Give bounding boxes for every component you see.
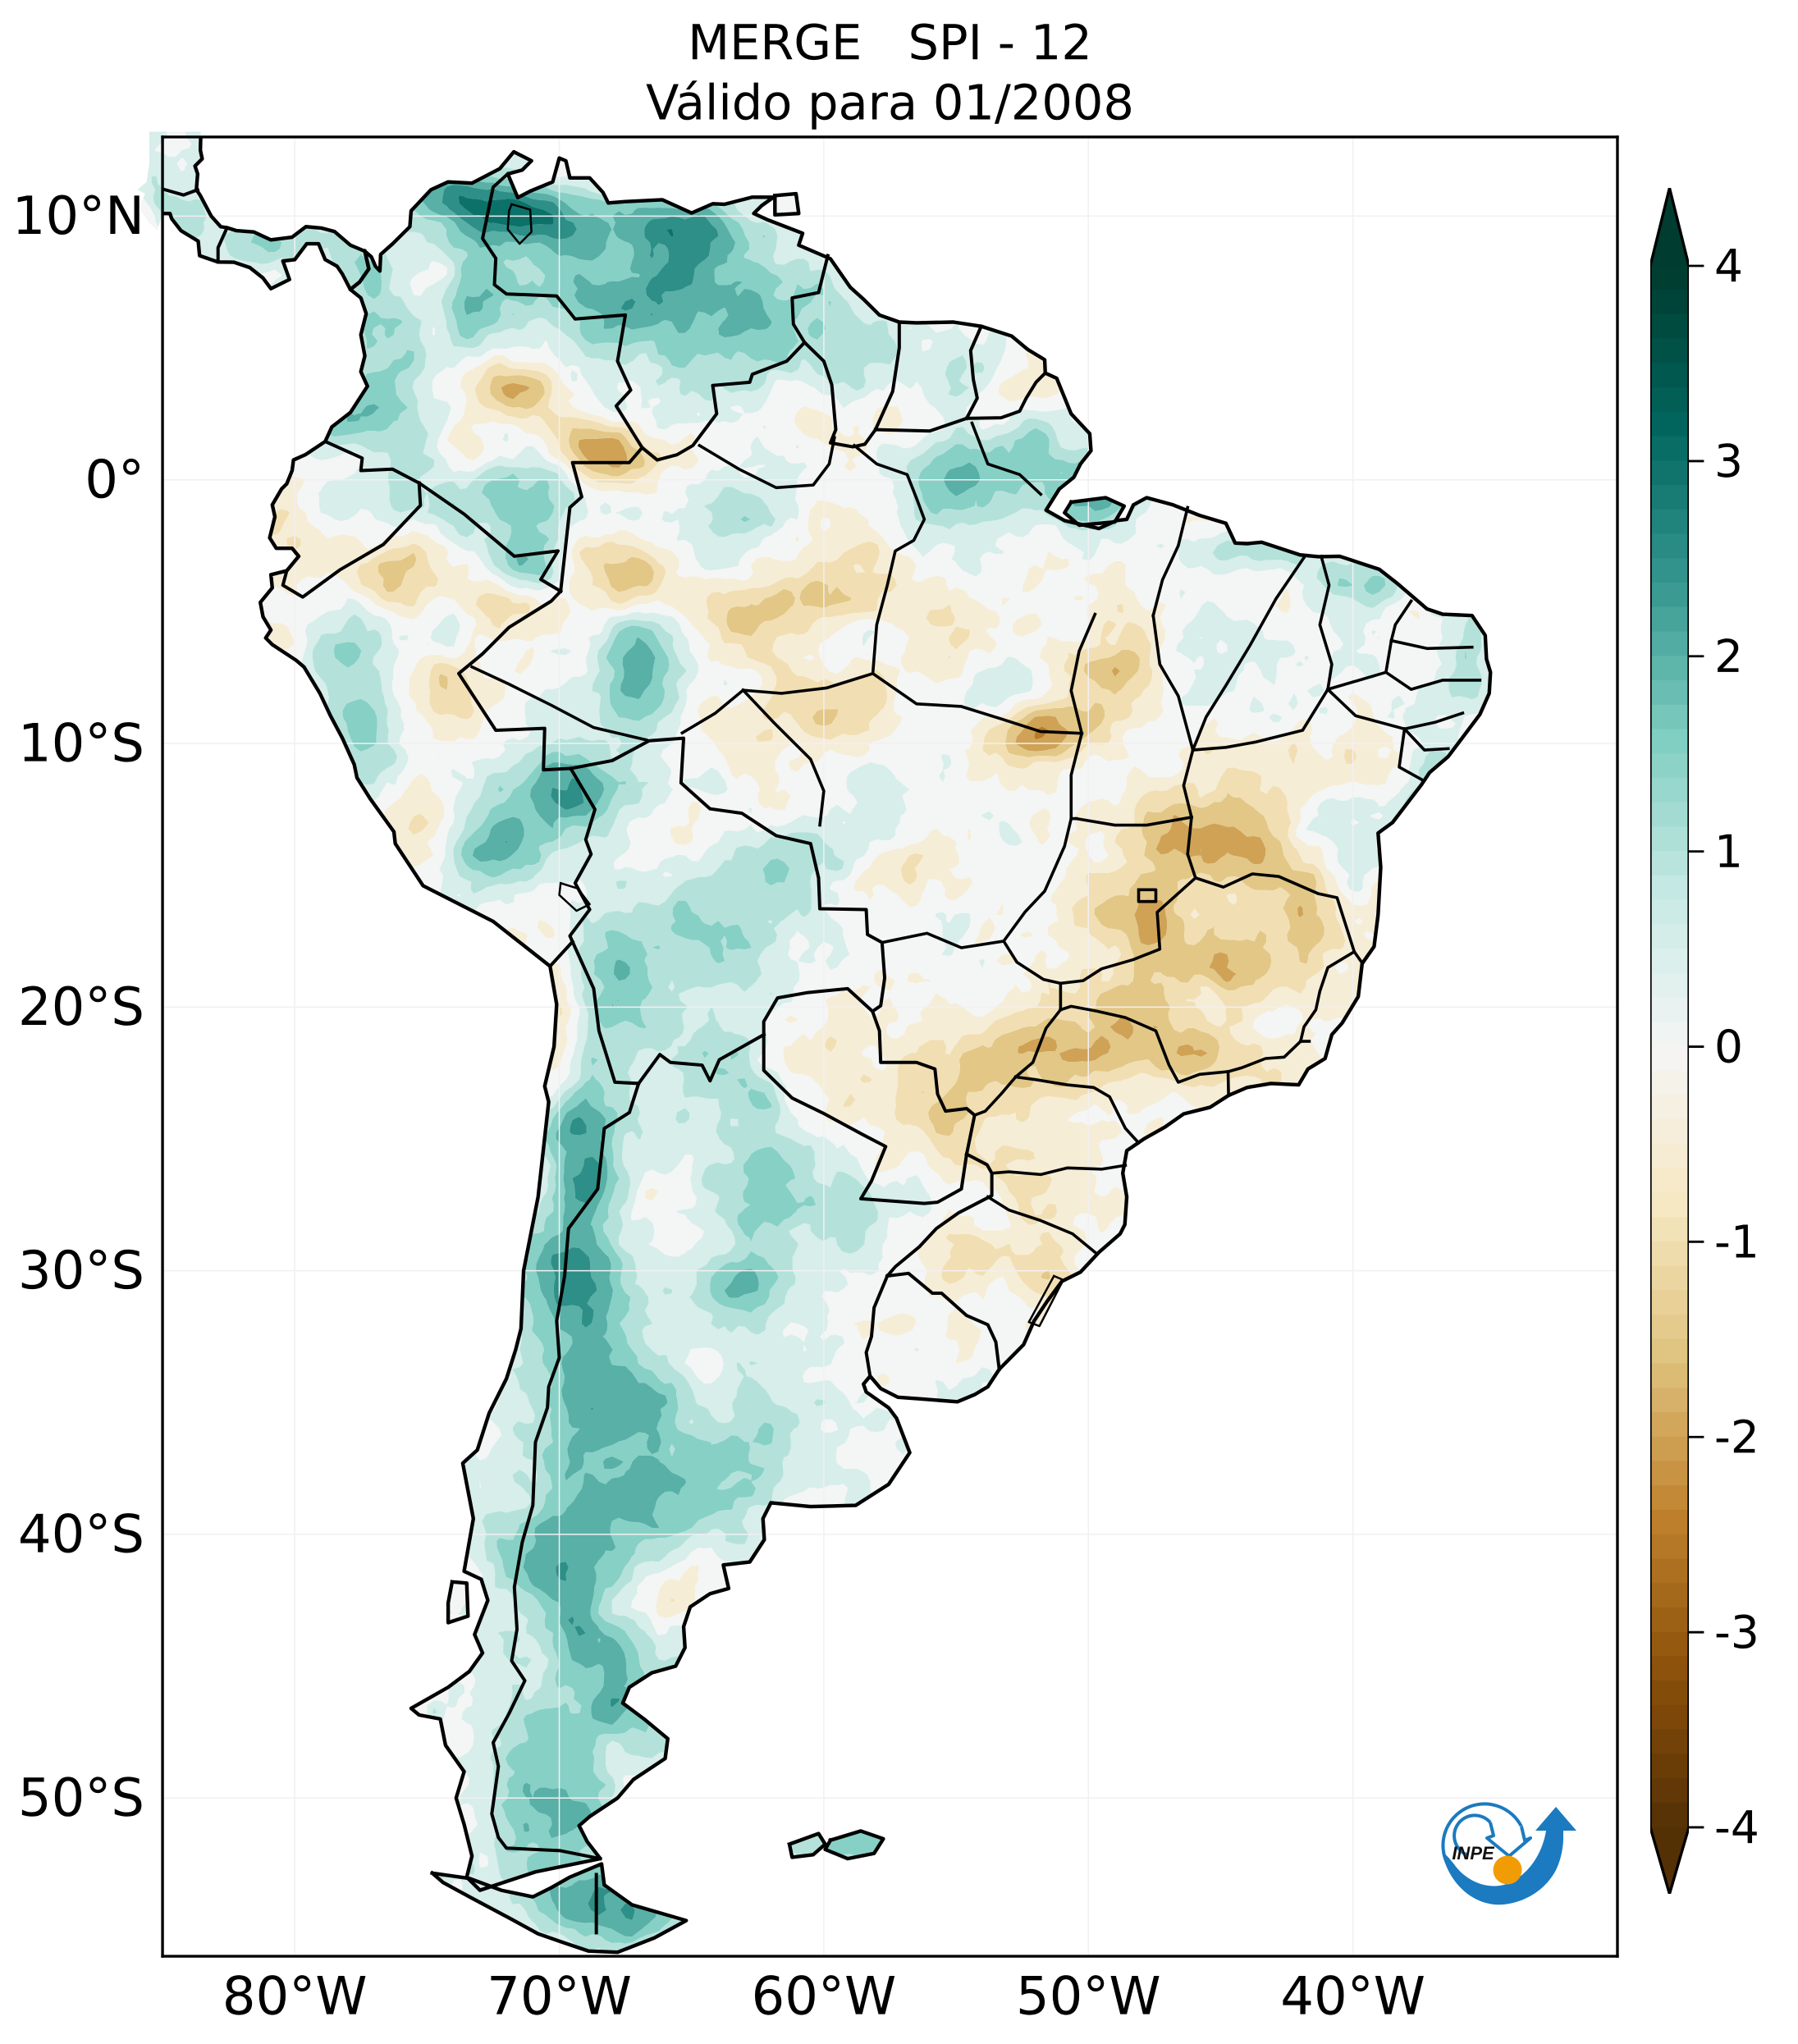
svg-text:INPE: INPE [1452, 1843, 1495, 1863]
